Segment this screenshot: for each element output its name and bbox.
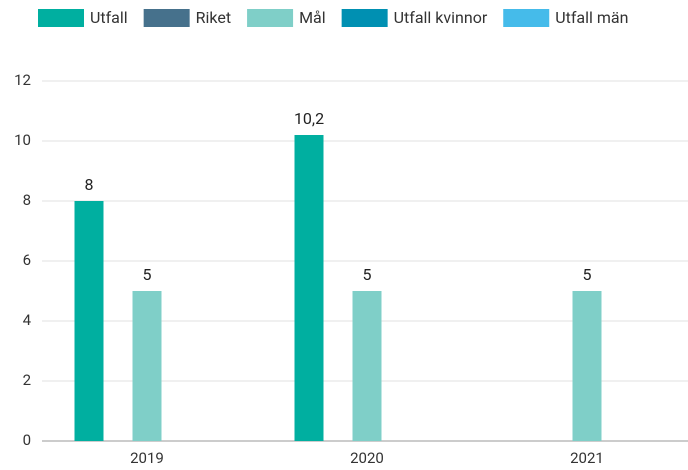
data-label: 10,2 (294, 109, 324, 128)
y-tick-label: 4 (23, 311, 32, 329)
legend-swatch (143, 9, 190, 27)
y-tick-label: 8 (23, 191, 31, 209)
legend-label: Utfall kvinnor (394, 8, 488, 27)
x-tick-label: 2021 (570, 449, 604, 467)
y-tick-label: 10 (14, 131, 31, 149)
legend-label: Mål (299, 8, 326, 27)
bar (294, 135, 324, 441)
data-label: 5 (583, 265, 592, 284)
legend-label: Utfall (90, 8, 128, 27)
bar (132, 291, 162, 441)
y-tick-label: 12 (14, 71, 31, 89)
y-tick-label: 6 (23, 251, 31, 269)
x-tick-label: 2020 (350, 449, 384, 467)
legend-label: Utfall män (555, 8, 628, 27)
legend-swatch (247, 9, 294, 27)
legend-label: Riket (196, 8, 231, 27)
y-tick-label: 0 (23, 431, 31, 449)
bar (74, 201, 104, 441)
y-tick-label: 2 (23, 371, 31, 389)
bar (572, 291, 602, 441)
legend-swatch (38, 9, 84, 27)
data-label: 5 (363, 265, 372, 284)
data-label: 8 (85, 175, 94, 194)
legend-swatch (341, 9, 388, 27)
bar (352, 291, 382, 441)
legend-swatch (503, 9, 550, 27)
x-tick-label: 2019 (130, 449, 164, 467)
data-label: 5 (143, 265, 152, 284)
